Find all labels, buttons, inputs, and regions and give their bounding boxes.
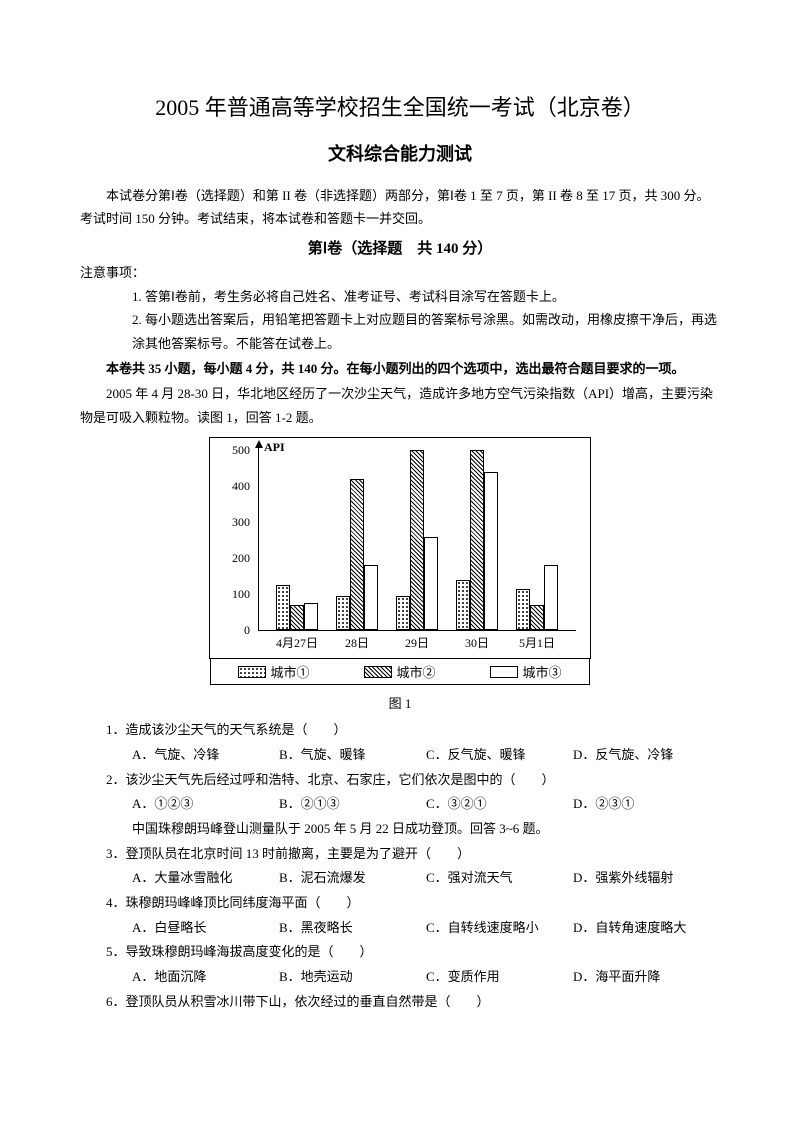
question-5-stem: 5．导致珠穆朗玛峰海拔高度变化的是（ ） [80,940,720,965]
context-2: 中国珠穆朗玛峰登山测量队于 2005 年 5 月 22 日成功登顶。回答 3~6… [80,817,720,842]
q3-opt-b: B．泥石流爆发 [279,866,426,891]
legend-label: 城市① [270,662,309,681]
y-tick-label: 200 [210,551,250,566]
question-3-options: A．大量冰雪融化 B．泥石流爆发 C．强对流天气 D．强紫外线辐射 [80,866,720,891]
exam-page: 2005 年普通高等学校招生全国统一考试（北京卷） 文科综合能力测试 本试卷分第… [0,0,800,1132]
api-bar-chart: API 01002003004005004月27日28日29日30日5月1日 [209,437,591,659]
legend-item: 城市① [238,662,309,681]
x-tick-label: 4月27日 [266,634,328,651]
q1-opt-c: C．反气旋、暖锋 [426,743,573,768]
bar [470,450,484,630]
legend-item: 城市③ [490,662,561,681]
question-6-stem: 6．登顶队员从积雪冰川带下山，依次经过的垂直自然带是（ ） [80,990,720,1015]
q5-opt-a: A．地面沉降 [132,965,279,990]
question-5-options: A．地面沉降 B．地壳运动 C．变质作用 D．海平面升降 [80,965,720,990]
question-4-options: A．白昼略长 B．黑夜略长 C．自转线速度略小 D．自转角速度略大 [80,916,720,941]
legend-item: 城市② [364,662,435,681]
q2-opt-b: B．②①③ [279,792,426,817]
bar [456,580,470,630]
q5-opt-d: D．海平面升降 [573,965,720,990]
y-tick-label: 0 [210,623,250,638]
notice-item-1: 1. 答第Ⅰ卷前，考生务必将自己姓名、准考证号、考试科目涂写在答题卡上。 [106,285,720,308]
bar [530,605,544,630]
bar [516,589,530,630]
x-tick-label: 28日 [326,634,388,651]
q1-opt-b: B．气旋、暖锋 [279,743,426,768]
q4-opt-d: D．自转角速度略大 [573,916,720,941]
q3-opt-a: A．大量冰雪融化 [132,866,279,891]
legend-swatch [490,666,518,678]
q2-opt-a: A．①②③ [132,792,279,817]
legend-label: 城市② [396,662,435,681]
x-tick-label: 30日 [446,634,508,651]
question-2-options: A．①②③ B．②①③ C．③②① D．②③① [80,792,720,817]
question-3-stem: 3．登顶队员在北京时间 13 时前撤离，主要是为了避开（ ） [80,842,720,867]
bar [484,472,498,630]
question-2-stem: 2．该沙尘天气先后经过呼和浩特、北京、石家庄，它们依次是图中的（ ） [80,768,720,793]
bar [544,565,558,630]
bar [424,537,438,631]
legend-label: 城市③ [522,662,561,681]
figure-1-caption: 图 1 [80,693,720,712]
context-1: 2005 年 4 月 28-30 日，华北地区经历了一次沙尘天气，造成许多地方空… [80,382,720,429]
bar [304,603,318,630]
figure-1: API 01002003004005004月27日28日29日30日5月1日 城… [80,437,720,685]
chart-legend: 城市① 城市② 城市③ [210,659,590,685]
y-tick-label: 400 [210,479,250,494]
sub-title: 文科综合能力测试 [80,140,720,166]
q2-opt-d: D．②③① [573,792,720,817]
x-tick-label: 5月1日 [506,634,568,651]
question-1-stem: 1．造成该沙尘天气的天气系统是（ ） [80,718,720,743]
question-1-options: A．气旋、冷锋 B．气旋、暖锋 C．反气旋、暖锋 D．反气旋、冷锋 [80,743,720,768]
legend-swatch [364,666,392,678]
question-4-stem: 4．珠穆朗玛峰峰顶比同纬度海平面（ ） [80,891,720,916]
intro-paragraph: 本试卷分第Ⅰ卷（选择题）和第 II 卷（非选择题）两部分，第Ⅰ卷 1 至 7 页… [80,184,720,231]
scoring-paragraph: 本卷共 35 小题，每小题 4 分，共 140 分。在每小题列出的四个选项中，选… [80,357,720,380]
bar [410,450,424,630]
bar [364,565,378,630]
q5-opt-c: C．变质作用 [426,965,573,990]
bar [350,479,364,630]
notice-heading: 注意事项： [80,262,720,281]
q4-opt-c: C．自转线速度略小 [426,916,573,941]
bar [290,605,304,630]
x-tick-label: 29日 [386,634,448,651]
y-tick-label: 300 [210,515,250,530]
bar [336,596,350,630]
q3-opt-d: D．强紫外线辐射 [573,866,720,891]
q1-opt-a: A．气旋、冷锋 [132,743,279,768]
legend-swatch [238,666,266,678]
bar [276,585,290,630]
q2-opt-c: C．③②① [426,792,573,817]
notice-item-2: 2. 每小题选出答案后，用铅笔把答题卡上对应题目的答案标号涂黑。如需改动，用橡皮… [106,308,720,355]
section-1-label: 第Ⅰ卷（选择题 共 140 分） [80,237,720,258]
q3-opt-c: C．强对流天气 [426,866,573,891]
y-tick-label: 500 [210,443,250,458]
q5-opt-b: B．地壳运动 [279,965,426,990]
main-title: 2005 年普通高等学校招生全国统一考试（北京卷） [80,90,720,122]
q4-opt-b: B．黑夜略长 [279,916,426,941]
q1-opt-d: D．反气旋、冷锋 [573,743,720,768]
y-tick-label: 100 [210,587,250,602]
q4-opt-a: A．白昼略长 [132,916,279,941]
bar [396,596,410,630]
